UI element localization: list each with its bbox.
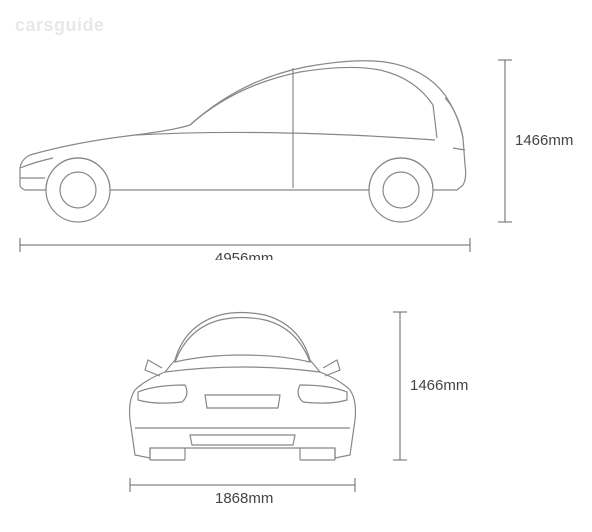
side-height-label: 1466mm: [515, 132, 573, 149]
front-height-dimension: 1466mm: [393, 312, 468, 460]
watermark-text: carsguide: [15, 15, 105, 36]
side-view-svg: 1466mm 4956mm: [15, 50, 575, 260]
car-front-outline: [130, 313, 356, 461]
front-view-panel: 1466mm 1868mm: [110, 300, 490, 515]
side-height-dimension: 1466mm: [498, 60, 573, 222]
front-height-label: 1466mm: [410, 377, 468, 394]
front-view-svg: 1466mm 1868mm: [110, 300, 490, 515]
side-view-panel: 1466mm 4956mm: [15, 50, 575, 260]
front-width-dimension: 1868mm: [130, 478, 355, 507]
side-length-label: 4956mm: [215, 250, 273, 260]
side-length-dimension: 4956mm: [20, 238, 470, 260]
front-width-label: 1868mm: [215, 490, 273, 507]
car-side-outline: [20, 61, 466, 222]
